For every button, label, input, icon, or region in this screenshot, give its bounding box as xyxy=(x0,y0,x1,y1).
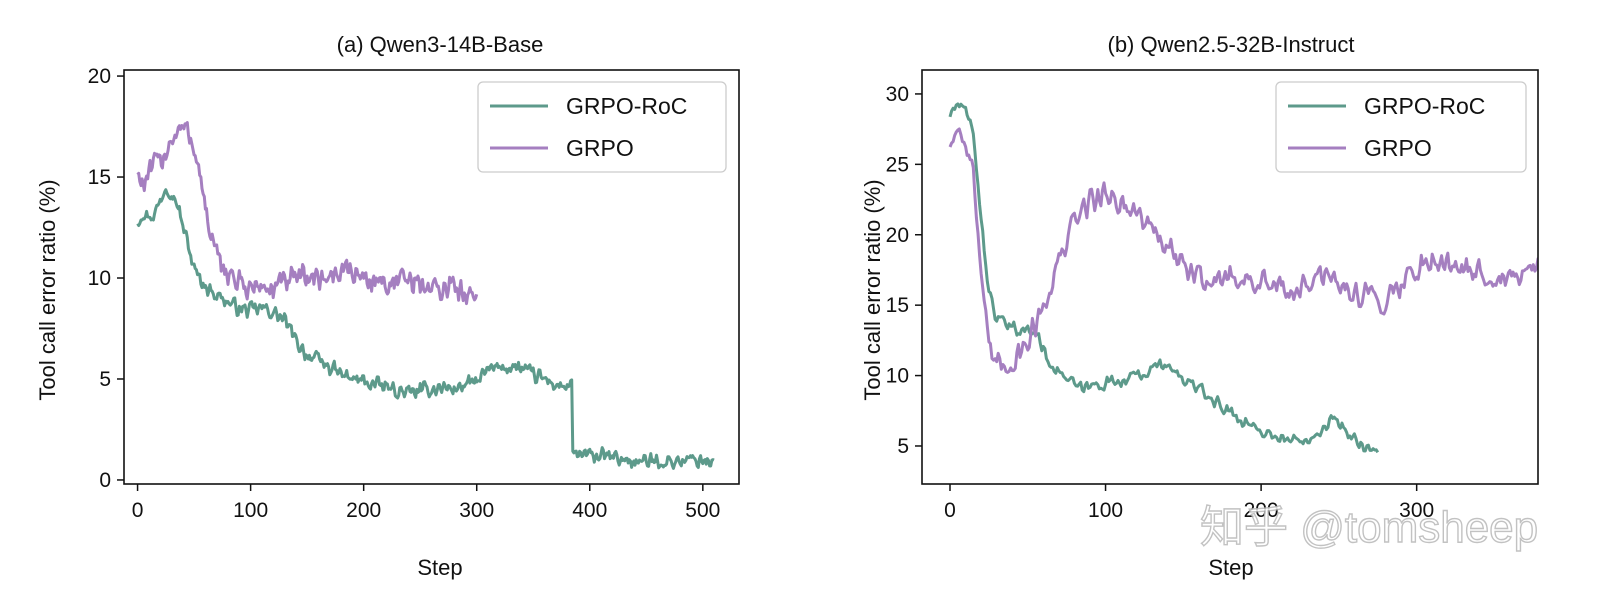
x-axis-label-b: Step xyxy=(1208,555,1253,580)
y-tick-label: 0 xyxy=(99,469,111,492)
y-tick-label: 30 xyxy=(886,83,909,106)
y-tick-label: 10 xyxy=(886,365,909,388)
series-line-grpo xyxy=(136,121,479,306)
x-tick-label: 300 xyxy=(459,499,494,522)
x-tick-label: 100 xyxy=(1088,499,1123,522)
x-tick-label: 500 xyxy=(685,499,720,522)
y-tick-label: 5 xyxy=(897,435,909,458)
y-tick-label: 25 xyxy=(886,153,909,176)
y-tick-label: 10 xyxy=(88,267,111,290)
chart-title-a: (a) Qwen3-14B-Base xyxy=(337,32,544,57)
series-line-grpo-roc xyxy=(948,102,1380,454)
y-tick-label: 20 xyxy=(88,65,111,88)
axes-frame xyxy=(921,69,1539,485)
legend-label: GRPO-RoC xyxy=(566,93,687,119)
x-tick-label: 300 xyxy=(1399,499,1434,522)
x-tick-label: 0 xyxy=(944,499,956,522)
axes-frame xyxy=(123,69,740,485)
x-tick-label: 200 xyxy=(1244,499,1279,522)
x-tick-label: 100 xyxy=(233,499,268,522)
x-tick-label: 0 xyxy=(132,499,144,522)
legend: GRPO-RoC GRPO xyxy=(1275,81,1527,173)
x-tick-label: 200 xyxy=(346,499,381,522)
x-tick-label: 400 xyxy=(572,499,607,522)
y-tick-label: 5 xyxy=(99,368,111,391)
y-tick-label: 15 xyxy=(886,294,909,317)
y-axis-label-a: Tool call error ratio (%) xyxy=(35,179,60,400)
plot-area-b: 0 100 200 300 5 10 15 20 25 30 GRPO-RoC GRPO xyxy=(886,69,1539,522)
x-axis-label-a: Step xyxy=(417,555,462,580)
legend-label: GRPO xyxy=(566,135,634,161)
legend: GRPO-RoC GRPO xyxy=(477,81,727,173)
watermark: 知乎 @tomsheep xyxy=(1200,503,1538,552)
y-axis-label-b: Tool call error ratio (%) xyxy=(860,179,885,400)
chart-panel-a: (a) Qwen3-14B-Base 0 100 200 300 400 500 0 5 10 1… xyxy=(35,32,740,580)
series-line-grpo-roc xyxy=(136,188,715,470)
plot-area-a: 0 100 200 300 400 500 0 5 10 15 20 GRPO-RoC GRPO xyxy=(88,65,740,522)
chart-panel-b: (b) Qwen2.5-32B-Instruct 0 100 200 300 5 10 15… xyxy=(860,32,1539,580)
series-line-grpo xyxy=(948,127,1538,374)
y-tick-label: 15 xyxy=(88,166,111,189)
legend-label: GRPO-RoC xyxy=(1364,93,1485,119)
chart-title-b: (b) Qwen2.5-32B-Instruct xyxy=(1108,32,1355,57)
legend-label: GRPO xyxy=(1364,135,1432,161)
y-tick-label: 20 xyxy=(886,224,909,247)
